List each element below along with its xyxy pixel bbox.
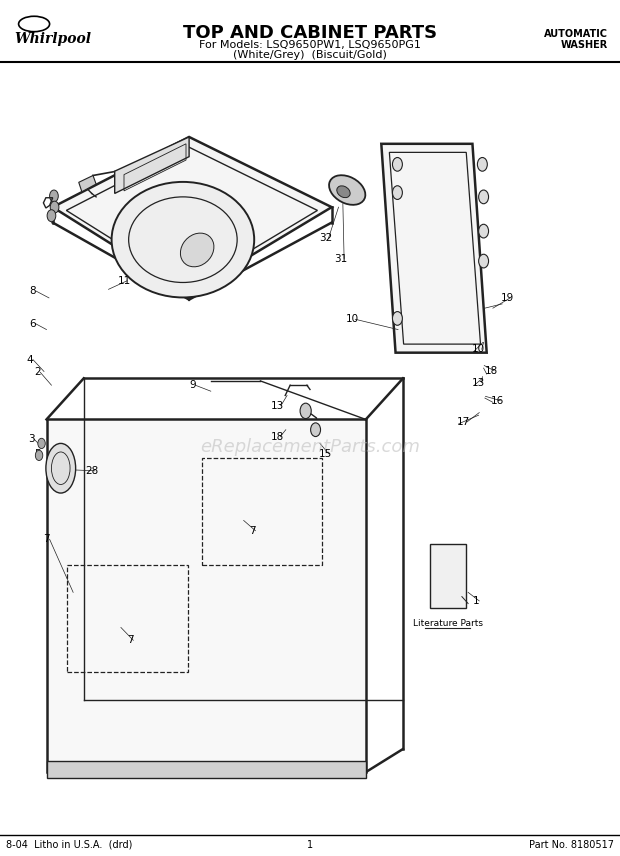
Circle shape (50, 201, 59, 213)
Circle shape (300, 403, 311, 419)
Text: 15: 15 (319, 449, 332, 459)
Polygon shape (79, 175, 96, 192)
Polygon shape (53, 137, 332, 293)
Text: 11: 11 (117, 276, 131, 286)
Text: 31: 31 (334, 253, 348, 264)
Text: For Models: LSQ9650PW1, LSQ9650PG1: For Models: LSQ9650PW1, LSQ9650PG1 (199, 39, 421, 50)
Text: 5: 5 (34, 449, 40, 459)
Text: (White/Grey)  (Biscuit/Gold): (White/Grey) (Biscuit/Gold) (233, 50, 387, 60)
Circle shape (392, 312, 402, 325)
Polygon shape (381, 144, 487, 353)
Bar (430, 544, 466, 608)
Ellipse shape (46, 443, 76, 493)
Text: 8: 8 (30, 286, 36, 296)
Circle shape (392, 158, 402, 171)
Text: 1: 1 (473, 596, 479, 606)
Ellipse shape (329, 175, 365, 205)
Text: 7: 7 (43, 534, 50, 544)
Text: 10: 10 (472, 344, 485, 354)
Bar (67, 565, 188, 672)
Ellipse shape (112, 182, 254, 298)
Circle shape (477, 158, 487, 171)
Text: 17: 17 (457, 417, 471, 427)
Text: AUTOMATIC: AUTOMATIC (544, 29, 608, 39)
Bar (202, 458, 322, 565)
Text: 2: 2 (34, 367, 40, 377)
Text: Whirlpool: Whirlpool (14, 32, 91, 45)
Text: 7: 7 (249, 526, 255, 536)
Circle shape (38, 438, 45, 449)
Polygon shape (115, 137, 189, 193)
Text: 4: 4 (27, 354, 33, 365)
Text: WASHER: WASHER (560, 39, 608, 50)
Text: eReplacementParts.com: eReplacementParts.com (200, 437, 420, 456)
Circle shape (311, 423, 321, 437)
Text: 1: 1 (307, 840, 313, 850)
Ellipse shape (180, 233, 214, 267)
Text: 13: 13 (271, 401, 285, 411)
Circle shape (392, 186, 402, 199)
Bar (46, 761, 366, 778)
Text: 32: 32 (319, 233, 332, 243)
Text: 3: 3 (28, 434, 34, 444)
Ellipse shape (337, 186, 350, 198)
Text: 19: 19 (500, 293, 514, 303)
Circle shape (35, 450, 43, 461)
Text: TOP AND CABINET PARTS: TOP AND CABINET PARTS (183, 23, 437, 42)
Text: 18: 18 (270, 431, 284, 442)
Text: 16: 16 (490, 395, 504, 406)
Circle shape (479, 190, 489, 204)
Text: 18: 18 (484, 366, 498, 376)
Text: Literature Parts: Literature Parts (413, 619, 482, 627)
Text: 28: 28 (85, 466, 99, 476)
Text: 8-04  Litho in U.S.A.  (drd): 8-04 Litho in U.S.A. (drd) (6, 840, 133, 850)
Text: 6: 6 (29, 318, 35, 329)
Text: 9: 9 (189, 380, 195, 390)
Bar (46, 419, 366, 772)
Text: 13: 13 (472, 377, 485, 388)
Text: Part No. 8180517: Part No. 8180517 (529, 840, 614, 850)
Text: 7: 7 (127, 635, 133, 645)
Text: 10: 10 (345, 314, 359, 324)
Circle shape (50, 190, 58, 202)
Circle shape (47, 210, 56, 222)
Circle shape (479, 254, 489, 268)
Circle shape (479, 224, 489, 238)
